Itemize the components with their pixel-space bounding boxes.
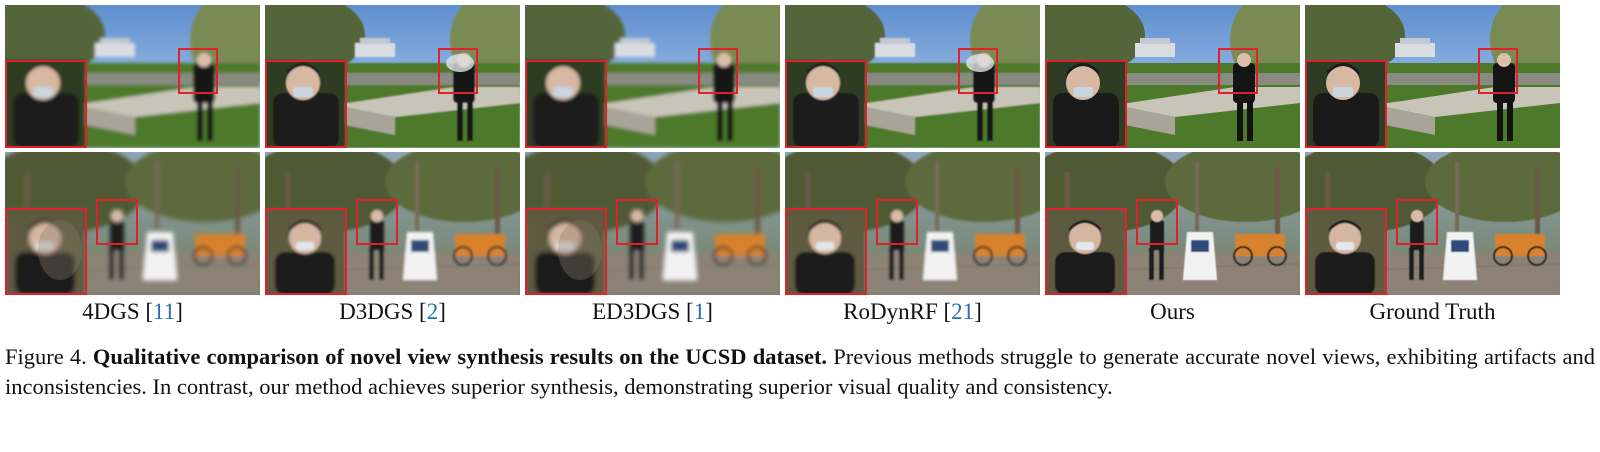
scene1-panel <box>1045 5 1300 148</box>
scene1-panel <box>525 5 780 148</box>
column-4dgs <box>5 5 260 295</box>
caption-title: Qualitative comparison of novel view syn… <box>92 344 828 369</box>
column-d3dgs <box>265 5 520 295</box>
column-rodynrf <box>785 5 1040 295</box>
caption-prefix: Figure 4. <box>5 344 87 369</box>
scene1-panel <box>5 5 260 148</box>
figure-caption: Figure 4. Qualitative comparison of nove… <box>5 342 1595 402</box>
citation-link[interactable]: 2 <box>426 299 439 324</box>
scene2-panel <box>785 152 1040 295</box>
scene1-panel <box>785 5 1040 148</box>
method-label-d3dgs: D3DGS [2] <box>339 299 446 324</box>
method-label-4dgs: 4DGS [11] <box>82 299 183 324</box>
method-name: ED3DGS <box>592 299 681 324</box>
method-label-rodynrf: RoDynRF [21] <box>843 299 982 324</box>
scene2-panel <box>265 152 520 295</box>
column-ours <box>1045 5 1300 295</box>
scene2-panel <box>525 152 780 295</box>
citation-link[interactable]: 11 <box>153 299 176 324</box>
method-name: Ours <box>1150 299 1195 324</box>
scene2-panel <box>5 152 260 295</box>
method-name: Ground Truth <box>1369 299 1496 324</box>
method-label-ours: Ours <box>1045 298 1300 326</box>
scene1-panel <box>1305 5 1560 148</box>
column-ground-truth <box>1305 5 1560 295</box>
citation-link[interactable]: 1 <box>693 299 706 324</box>
scene2-panel <box>1305 152 1560 295</box>
method-name: 4DGS <box>82 299 140 324</box>
figure-grid: 4DGS [11] D3DGS [2] ED3DGS [1] RoDynRF [… <box>5 5 1595 324</box>
citation-link[interactable]: 21 <box>951 299 975 324</box>
column-ed3dgs <box>525 5 780 295</box>
method-name: RoDynRF <box>843 299 938 324</box>
method-label-ground-truth: Ground Truth <box>1305 298 1560 326</box>
scene1-panel <box>265 5 520 148</box>
method-label-ed3dgs: ED3DGS [1] <box>592 299 713 324</box>
method-name: D3DGS <box>339 299 414 324</box>
caption-body: Previous methods struggle to generate ac… <box>5 344 1596 399</box>
scene2-panel <box>1045 152 1300 295</box>
